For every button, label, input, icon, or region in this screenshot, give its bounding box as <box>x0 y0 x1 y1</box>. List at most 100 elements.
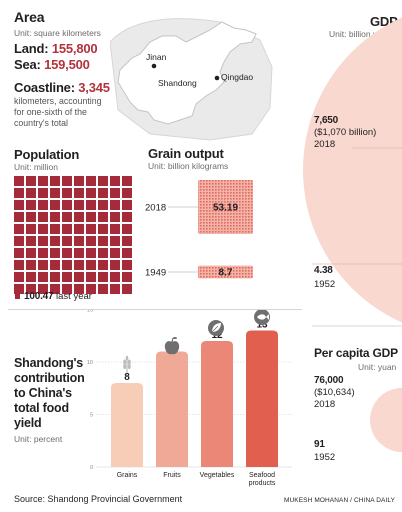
population-square <box>62 200 72 210</box>
population-square <box>74 176 84 186</box>
population-square <box>14 176 24 186</box>
contribution-category-label: Seafood <box>249 472 275 479</box>
population-square <box>74 200 84 210</box>
population-square <box>74 236 84 246</box>
population-square <box>14 212 24 222</box>
population-square <box>110 200 120 210</box>
population-square <box>26 236 36 246</box>
per-capita-gdp-title: Per capita GDP <box>314 346 398 360</box>
contribution-category-label: Vegetables <box>200 472 235 479</box>
contribution-value-label: 13 <box>256 320 268 331</box>
population-square <box>86 272 96 282</box>
population-square <box>50 200 60 210</box>
contribution-tick-label: 10 <box>87 360 93 366</box>
population-square <box>122 188 132 198</box>
population-square <box>14 236 24 246</box>
population-square <box>98 176 108 186</box>
population-square <box>50 248 60 258</box>
population-square <box>26 272 36 282</box>
population-square <box>110 188 120 198</box>
land-value: 155,800 <box>51 41 98 56</box>
population-square <box>122 224 132 234</box>
contribution-tick-label: 15 <box>87 310 93 314</box>
population-value: 100.47 <box>24 291 54 302</box>
per-capita-1952-value: 91 <box>314 439 325 450</box>
population-square <box>50 272 60 282</box>
population-unit: Unit: million <box>14 162 58 172</box>
population-label: 100.47 last year <box>24 291 92 302</box>
population-square <box>74 248 84 258</box>
population-title: Population <box>14 147 80 162</box>
population-square <box>38 260 48 270</box>
population-square <box>98 224 108 234</box>
contribution-bar-fruits <box>156 351 188 467</box>
grain-output-unit: Unit: billion kilograms <box>148 161 229 171</box>
coastline-row: Coastline: 3,345 <box>14 80 110 95</box>
population-square <box>14 284 24 294</box>
population-square <box>98 212 108 222</box>
sea-value: 159,500 <box>44 57 90 72</box>
population-square <box>122 200 132 210</box>
population-square <box>14 248 24 258</box>
population-square <box>62 176 72 186</box>
contribution-bar-grains <box>111 383 143 467</box>
population-square <box>110 248 120 258</box>
population-square <box>38 248 48 258</box>
population-square <box>62 188 72 198</box>
grain-output-chart: 2018 53.19 1949 8.7 <box>145 180 253 279</box>
area-unit: Unit: square kilometers <box>14 28 101 38</box>
population-square <box>26 188 36 198</box>
population-square <box>86 248 96 258</box>
coastline-label: Coastline: <box>14 80 75 95</box>
population-square <box>86 236 96 246</box>
grain-output-title: Grain output <box>148 146 224 161</box>
population-square <box>26 248 36 258</box>
population-legend-square <box>15 294 20 299</box>
gdp-unit: Unit: billion yuan <box>329 29 392 39</box>
population-square <box>38 224 48 234</box>
population-square <box>26 200 36 210</box>
population-square <box>86 224 96 234</box>
contribution-bar-seafood-products <box>246 330 278 467</box>
population-square <box>62 248 72 258</box>
population-square <box>14 200 24 210</box>
population-square <box>38 272 48 282</box>
contribution-bar-vegetables <box>201 341 233 467</box>
per-capita-1952-year: 1952 <box>314 452 336 463</box>
area-title: Area <box>14 9 45 25</box>
population-square <box>38 176 48 186</box>
population-square <box>86 212 96 222</box>
population-square <box>74 260 84 270</box>
coastline-note: kilometers, accounting for one-sixth of … <box>14 96 102 128</box>
population-square <box>122 284 132 294</box>
population-square <box>110 260 120 270</box>
population-square <box>50 224 60 234</box>
map-city-jinan: Jinan <box>146 52 167 62</box>
population-square <box>14 188 24 198</box>
population-square <box>110 212 120 222</box>
per-capita-2018-usd: ($10,634) <box>314 387 355 398</box>
per-capita-2018-value: 76,000 <box>314 375 344 386</box>
population-square <box>50 188 60 198</box>
population-square <box>26 224 36 234</box>
contribution-tick-label: 0 <box>90 465 93 471</box>
map-city-qingdao: Qingdao <box>221 72 253 82</box>
map-province-label: Shandong <box>158 78 197 88</box>
population-square <box>110 176 120 186</box>
population-square <box>38 212 48 222</box>
gdp-1952-year: 1952 <box>314 279 336 290</box>
footer-source: Source: Shandong Provincial Government <box>14 494 183 504</box>
population-square <box>86 188 96 198</box>
population-square <box>98 188 108 198</box>
population-value-suffix: last year <box>56 291 92 302</box>
gdp-title: GDP <box>370 14 398 29</box>
population-square <box>62 212 72 222</box>
gdp-2018-year: 2018 <box>314 139 336 150</box>
population-square <box>98 284 108 294</box>
contribution-category-label-line-2: products <box>249 480 276 487</box>
population-grid <box>14 176 134 294</box>
leaf-icon <box>208 320 224 336</box>
population-square <box>98 236 108 246</box>
contribution-value-label: 8 <box>124 372 130 383</box>
